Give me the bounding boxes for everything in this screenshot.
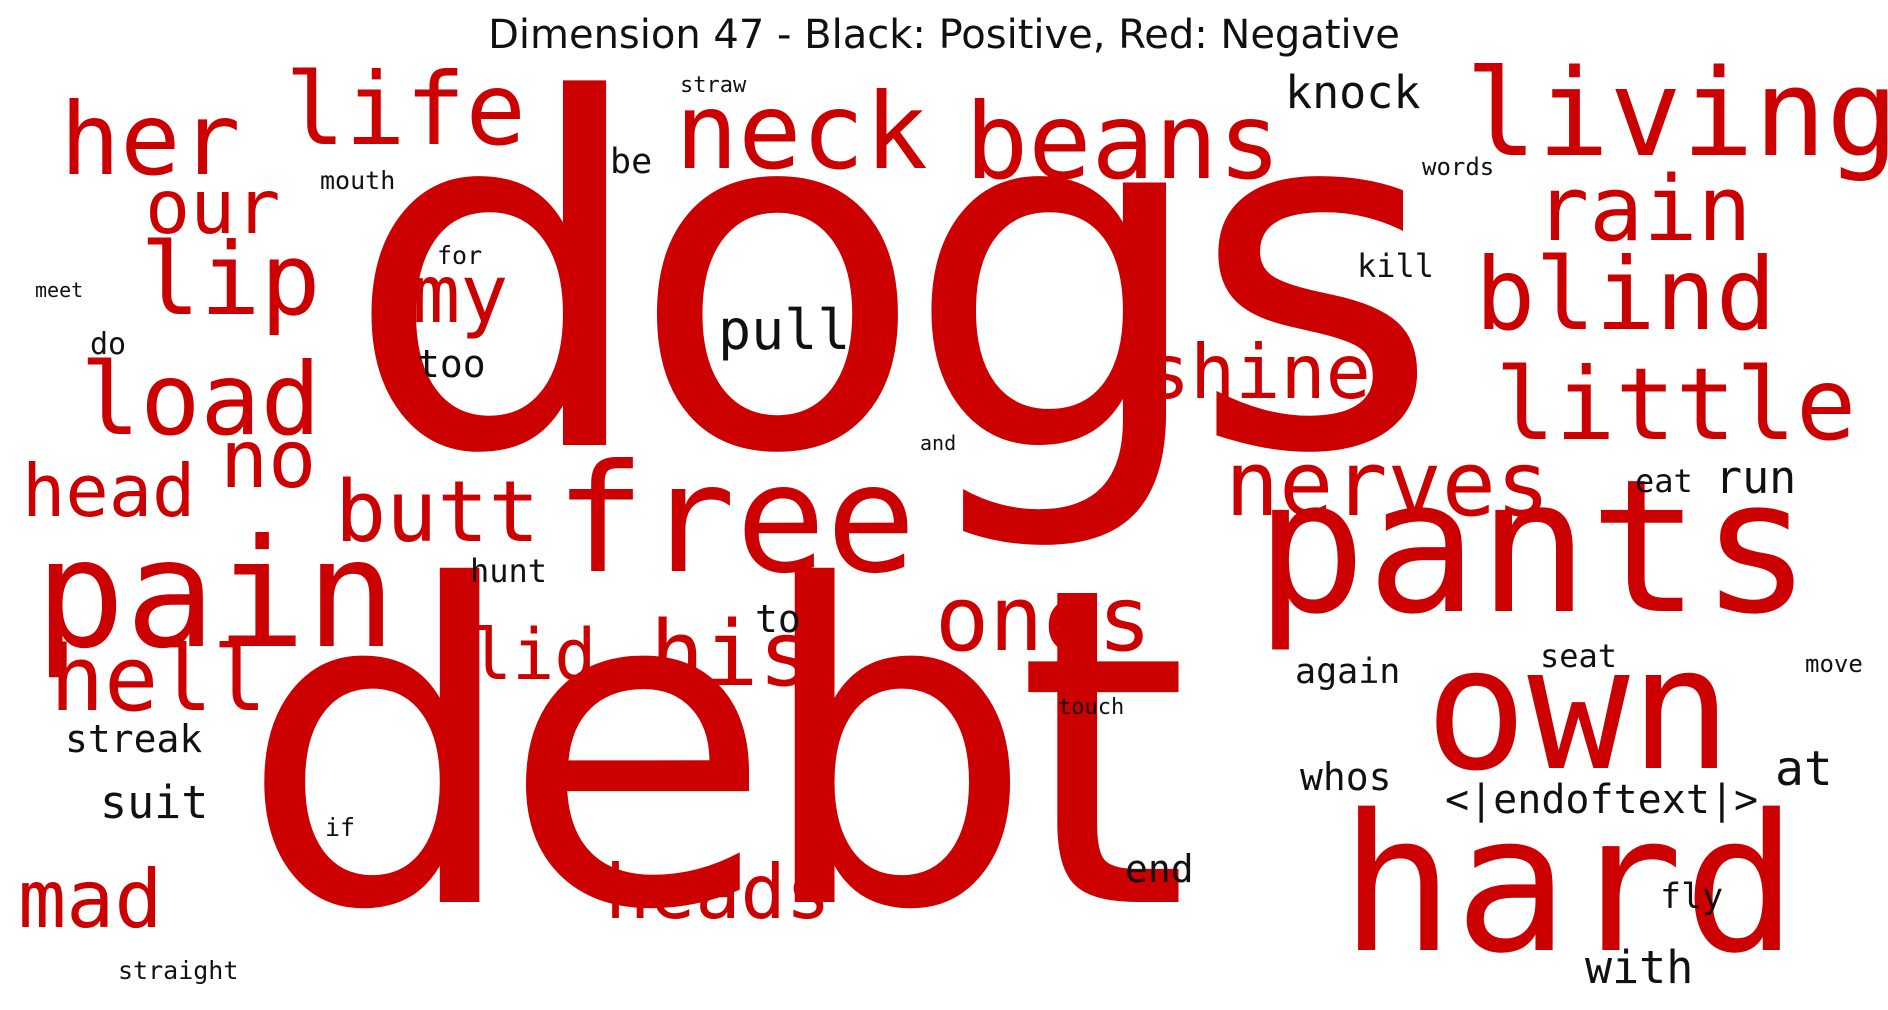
word-negative: pain [35,508,397,682]
word-negative: shine [1145,328,1371,416]
word-negative: hard [1340,774,1798,995]
word-positive: hunt [470,552,548,590]
word-positive: be [610,142,653,182]
word-positive: <|endoftext|> [1445,777,1759,823]
word-negative: lid [470,614,597,696]
word-negative: load [80,341,321,458]
word-negative: lip [140,221,321,338]
word-positive: meet [35,278,84,302]
word-positive: touch [1058,695,1125,720]
word-negative: free [555,433,917,607]
word-positive: to [755,597,801,641]
word-negative: life [285,51,526,168]
word-negative: pants [1255,439,1812,655]
word-positive: at [1775,741,1833,797]
word-positive: do [90,327,127,362]
word-positive: if [325,813,356,842]
word-positive: words [1422,153,1495,181]
word-negative: rain [1535,157,1752,262]
word-positive: pull [718,298,851,362]
word-negative: my [412,248,509,341]
word-negative: his [650,602,813,707]
word-positive: eat [1635,462,1693,500]
word-positive: whos [1300,755,1392,799]
word-positive: suit [100,776,209,829]
word-negative: ones [935,567,1152,672]
word-positive: fly [1660,877,1724,917]
word-negative: living [1465,45,1888,184]
word-negative: head [22,449,196,533]
word-negative: hell [50,627,267,732]
word-negative: blind [1475,236,1777,353]
word-positive: mouth [320,166,396,195]
word-positive: with [1585,941,1694,994]
word-negative: mad [18,853,163,946]
word-negative: beans [965,81,1282,203]
word-negative: little [1495,346,1857,463]
word-positive: again [1295,652,1401,692]
word-positive: and [920,431,957,455]
word-positive: kill [1357,247,1435,285]
word-positive: move [1805,650,1863,678]
word-positive: run [1715,451,1797,504]
word-positive: streak [65,717,203,761]
word-positive: seat [1540,637,1618,675]
word-negative: nerves [1225,432,1551,537]
word-negative: her [60,81,241,198]
word-positive: straight [118,956,239,985]
word-positive: straw [680,73,747,98]
word-negative: no [220,413,317,506]
word-negative: heads [605,848,831,936]
word-positive: for [437,241,483,270]
word-positive: too [417,342,486,386]
word-positive: end [1125,847,1194,891]
word-negative: debt [240,494,1189,1006]
word-negative: dogs [345,0,1441,559]
word-positive: knock [1285,66,1421,119]
word-negative: neck [675,71,928,193]
word-negative: own [1425,611,1733,809]
figure-title: Dimension 47 - Black: Positive, Red: Neg… [488,12,1400,58]
word-negative: butt [335,463,540,562]
word-negative: our [145,163,281,251]
